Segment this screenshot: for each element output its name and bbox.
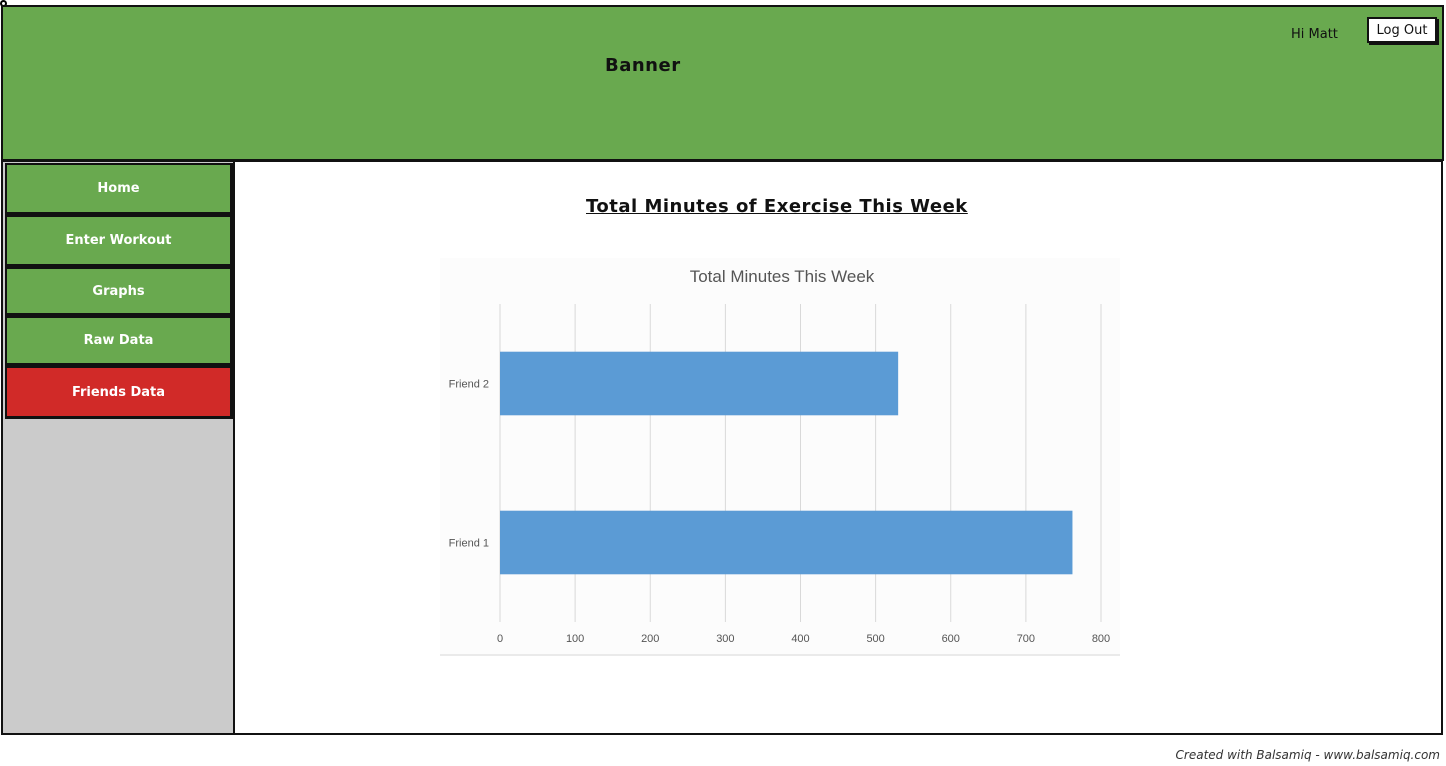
x-tick-label: 500 (866, 633, 884, 645)
page-title: Total Minutes of Exercise This Week (586, 196, 968, 217)
sidebar-item-graphs[interactable]: Graphs (5, 267, 233, 316)
y-category-label: Friend 2 (449, 379, 489, 391)
x-tick-label: 600 (942, 633, 960, 645)
sidebar-item-friends-data[interactable]: Friends Data (5, 366, 233, 419)
bar (500, 351, 899, 416)
chart-title: Total Minutes This Week (690, 267, 875, 286)
footer-credit: Created with Balsamiq - www.balsamiq.com (1175, 748, 1440, 762)
banner-title: Banner (605, 55, 681, 76)
x-tick-label: 200 (641, 633, 659, 645)
bar (500, 510, 1073, 575)
x-tick-label: 100 (566, 633, 584, 645)
x-tick-label: 700 (1017, 633, 1035, 645)
sidebar-item-enter-workout[interactable]: Enter Workout (5, 215, 233, 267)
x-tick-label: 400 (791, 633, 809, 645)
user-greeting: Hi Matt (1291, 27, 1338, 42)
sidebar-item-raw-data[interactable]: Raw Data (5, 316, 233, 366)
sidebar-item-home[interactable]: Home (5, 163, 233, 215)
x-tick-label: 800 (1092, 633, 1110, 645)
logout-button[interactable]: Log Out (1367, 17, 1437, 43)
x-tick-label: 0 (497, 633, 503, 645)
y-category-label: Friend 1 (449, 538, 489, 550)
chart-plot-background (440, 258, 1120, 656)
sidebar: Home Enter Workout Graphs Raw Data Frien… (1, 160, 235, 735)
x-tick-label: 300 (716, 633, 734, 645)
